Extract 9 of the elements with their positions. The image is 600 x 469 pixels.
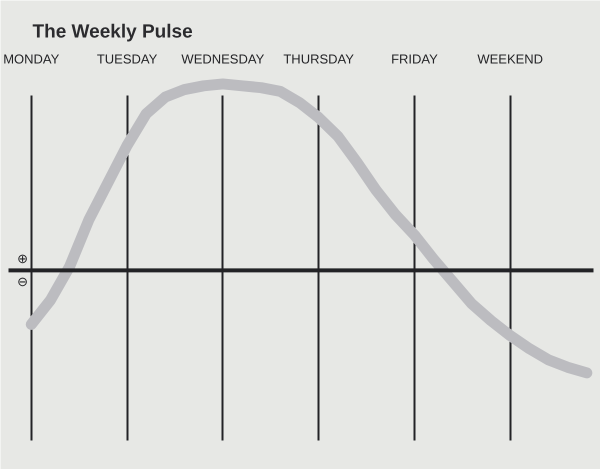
- annotation: ⊖: [17, 274, 28, 290]
- annotation: ⊕: [17, 252, 28, 267]
- x-tick-label: TUESDAY: [96, 52, 158, 66]
- x-tick-label: WEDNESDAY: [181, 52, 265, 66]
- x-tick-label: THURSDAY: [283, 52, 354, 66]
- x-tick-label: MONDAY: [3, 52, 60, 66]
- chart-title: The Weekly Pulse: [32, 22, 193, 42]
- x-tick-label: WEEKEND: [477, 52, 544, 66]
- x-tick-label: FRIDAY: [391, 52, 438, 66]
